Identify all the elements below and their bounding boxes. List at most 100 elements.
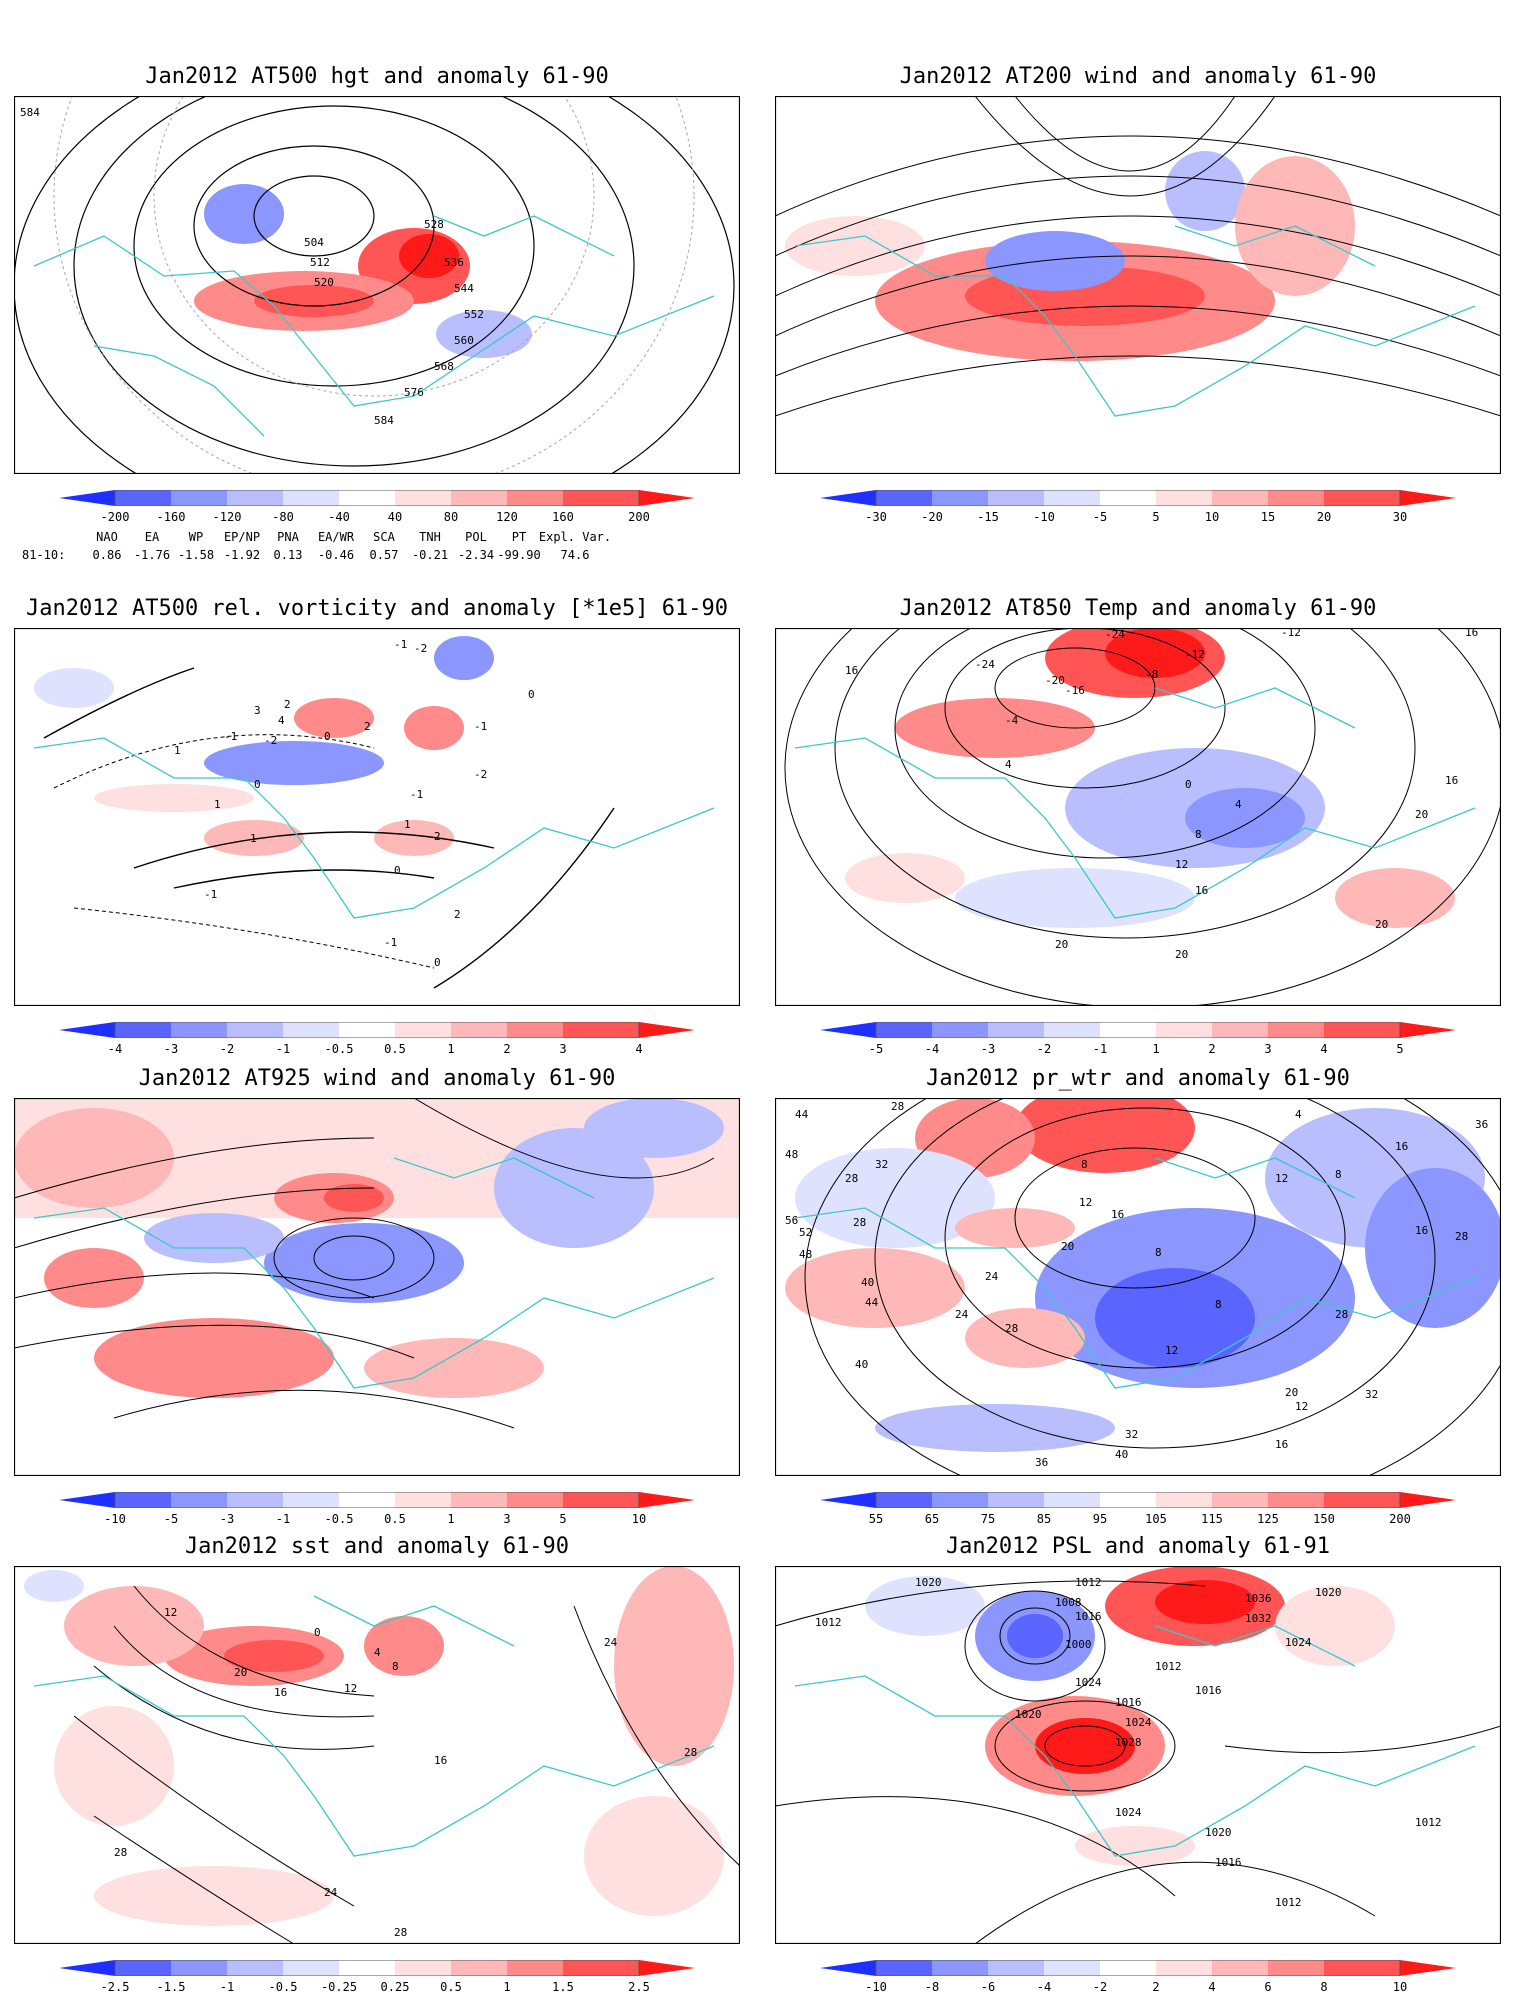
panel-925hpa-wind: Jan2012 AT925 wind and anomaly 61-90	[14, 1066, 740, 1526]
colorbar	[820, 1022, 1456, 1038]
colorbar	[820, 1960, 1456, 1976]
svg-text:-2: -2	[474, 768, 487, 781]
svg-text:1008: 1008	[1055, 1596, 1082, 1609]
svg-text:584: 584	[20, 106, 40, 119]
svg-text:1016: 1016	[1075, 1610, 1102, 1623]
map-frame: -24 -12 16 -24 -20 -16 -8 -12 -4 16 4 0 …	[775, 628, 1501, 1006]
colorbar	[820, 1492, 1456, 1508]
svg-text:1: 1	[214, 798, 221, 811]
svg-text:1016: 1016	[1215, 1856, 1242, 1869]
contour-labels: -1 -2 2 3 4 -2 -1 1 0 2 1 -1 0 1 2 -1 0 …	[174, 638, 535, 969]
map-frame: 44 28 48 32 28 8 12 4 16 12 8 56 52 28 1…	[775, 1098, 1501, 1476]
contour-labels: 1020 1012 1008 1016 1000 1024 1012 1036 …	[815, 1576, 1442, 1909]
map-frame	[775, 96, 1501, 474]
svg-text:576: 576	[404, 386, 424, 399]
polar-map: -1 -2 2 3 4 -2 -1 1 0 2 1 -1 0 1 2 -1 0 …	[14, 628, 740, 1006]
svg-text:20: 20	[1055, 938, 1068, 951]
svg-text:1: 1	[174, 744, 181, 757]
svg-text:504: 504	[304, 236, 324, 249]
panel-sea-surface-temperature: Jan2012 sst and anomaly 61-90 12 0 20 16…	[14, 1534, 740, 1994]
svg-text:16: 16	[1275, 1438, 1288, 1451]
svg-text:568: 568	[434, 360, 454, 373]
svg-text:3: 3	[254, 704, 261, 717]
svg-text:48: 48	[799, 1248, 812, 1261]
contour-labels: 44 28 48 32 28 8 12 4 16 12 8 56 52 28 1…	[785, 1100, 1488, 1469]
colorbar-ticks: -2.5 -1.5 -1 -0.5 -0.25 0.25 0.5 1 1.5 2…	[100, 1980, 650, 1994]
panel-200hpa-wind: Jan2012 AT200 wind and anomaly 61-90	[775, 64, 1501, 524]
svg-text:28: 28	[1005, 1322, 1018, 1335]
svg-text:28: 28	[394, 1926, 407, 1939]
svg-text:16: 16	[1111, 1208, 1124, 1221]
svg-text:16: 16	[1465, 628, 1478, 639]
svg-text:12: 12	[1295, 1400, 1308, 1413]
svg-text:1012: 1012	[1415, 1816, 1442, 1829]
svg-text:584: 584	[374, 414, 394, 427]
svg-text:-8: -8	[1145, 668, 1158, 681]
colorbar	[59, 1960, 695, 1976]
svg-text:40: 40	[855, 1358, 868, 1371]
svg-text:536: 536	[444, 256, 464, 269]
map-frame	[14, 1098, 740, 1476]
svg-text:12: 12	[1165, 1344, 1178, 1357]
svg-text:8: 8	[1081, 1158, 1088, 1171]
svg-text:8: 8	[1215, 1298, 1222, 1311]
svg-text:-12: -12	[1281, 628, 1301, 639]
svg-text:28: 28	[845, 1172, 858, 1185]
svg-text:-1: -1	[384, 936, 397, 949]
svg-text:44: 44	[865, 1296, 879, 1309]
svg-text:12: 12	[1079, 1196, 1092, 1209]
panel-title: Jan2012 AT500 hgt and anomaly 61-90	[145, 64, 609, 89]
svg-text:28: 28	[114, 1846, 127, 1859]
svg-text:1012: 1012	[1155, 1660, 1182, 1673]
svg-text:12: 12	[344, 1682, 357, 1695]
contour-labels: -24 -12 16 -24 -20 -16 -8 -12 -4 16 4 0 …	[845, 628, 1478, 961]
polar-map: 1020 1012 1008 1016 1000 1024 1012 1036 …	[775, 1566, 1501, 1944]
svg-text:28: 28	[1455, 1230, 1468, 1243]
svg-text:20: 20	[1415, 808, 1428, 821]
svg-text:1024: 1024	[1115, 1806, 1142, 1819]
colorbar	[59, 1022, 695, 1038]
svg-text:28: 28	[684, 1746, 697, 1759]
panel-title: Jan2012 AT200 wind and anomaly 61-90	[899, 64, 1377, 89]
svg-text:0: 0	[314, 1626, 321, 1639]
panel-title: Jan2012 AT500 rel. vorticity and anomaly…	[26, 596, 728, 621]
contour-labels: 12 0 20 16 12 4 8 16 24 28 28 24 28	[114, 1606, 697, 1939]
svg-text:28: 28	[891, 1100, 904, 1113]
svg-text:-4: -4	[1005, 714, 1019, 727]
polar-map: -24 -12 16 -24 -20 -16 -8 -12 -4 16 4 0 …	[775, 628, 1501, 1006]
polar-map: 44 28 48 32 28 8 12 4 16 12 8 56 52 28 1…	[775, 1098, 1501, 1476]
svg-text:4: 4	[278, 714, 285, 727]
svg-text:8: 8	[1155, 1246, 1162, 1259]
svg-text:1: 1	[404, 818, 411, 831]
colorbar-ticks: -200 -160 -120 -80 -40 40 80 120 160 200	[100, 510, 650, 524]
svg-text:8: 8	[392, 1660, 399, 1673]
svg-text:1012: 1012	[815, 1616, 842, 1629]
svg-text:20: 20	[1285, 1386, 1298, 1399]
map-frame: 584 504 512 520 528 536 544 552 560 568 …	[14, 96, 740, 474]
svg-text:20: 20	[1375, 918, 1388, 931]
svg-text:4: 4	[1235, 798, 1242, 811]
svg-text:528: 528	[424, 218, 444, 231]
svg-text:1020: 1020	[1015, 1708, 1042, 1721]
svg-text:44: 44	[795, 1108, 809, 1121]
svg-text:20: 20	[1175, 948, 1188, 961]
panel-precipitable-water: Jan2012 pr_wtr and anomaly 61-90 44 28 4…	[775, 1066, 1501, 1526]
svg-text:520: 520	[314, 276, 334, 289]
colorbar-ticks: 55 65 75 85 95 105 115 125 150 200	[868, 1512, 1411, 1526]
polar-map: 12 0 20 16 12 4 8 16 24 28 28 24 28	[14, 1566, 740, 1944]
colorbar	[59, 490, 695, 506]
svg-text:1020: 1020	[1315, 1586, 1342, 1599]
svg-text:1020: 1020	[1205, 1826, 1232, 1839]
svg-text:4: 4	[1295, 1108, 1302, 1121]
svg-text:560: 560	[454, 334, 474, 347]
svg-text:28: 28	[853, 1216, 866, 1229]
svg-text:1016: 1016	[1195, 1684, 1222, 1697]
svg-text:56: 56	[785, 1214, 798, 1227]
svg-text:0: 0	[528, 688, 535, 701]
svg-text:-1: -1	[204, 888, 217, 901]
svg-text:-1: -1	[224, 730, 237, 743]
svg-text:1012: 1012	[1075, 1576, 1102, 1589]
svg-text:1012: 1012	[1275, 1896, 1302, 1909]
colorbar-ticks: -30 -20 -15 -10 -5 5 10 15 20 30	[865, 510, 1408, 524]
svg-text:32: 32	[875, 1158, 888, 1171]
